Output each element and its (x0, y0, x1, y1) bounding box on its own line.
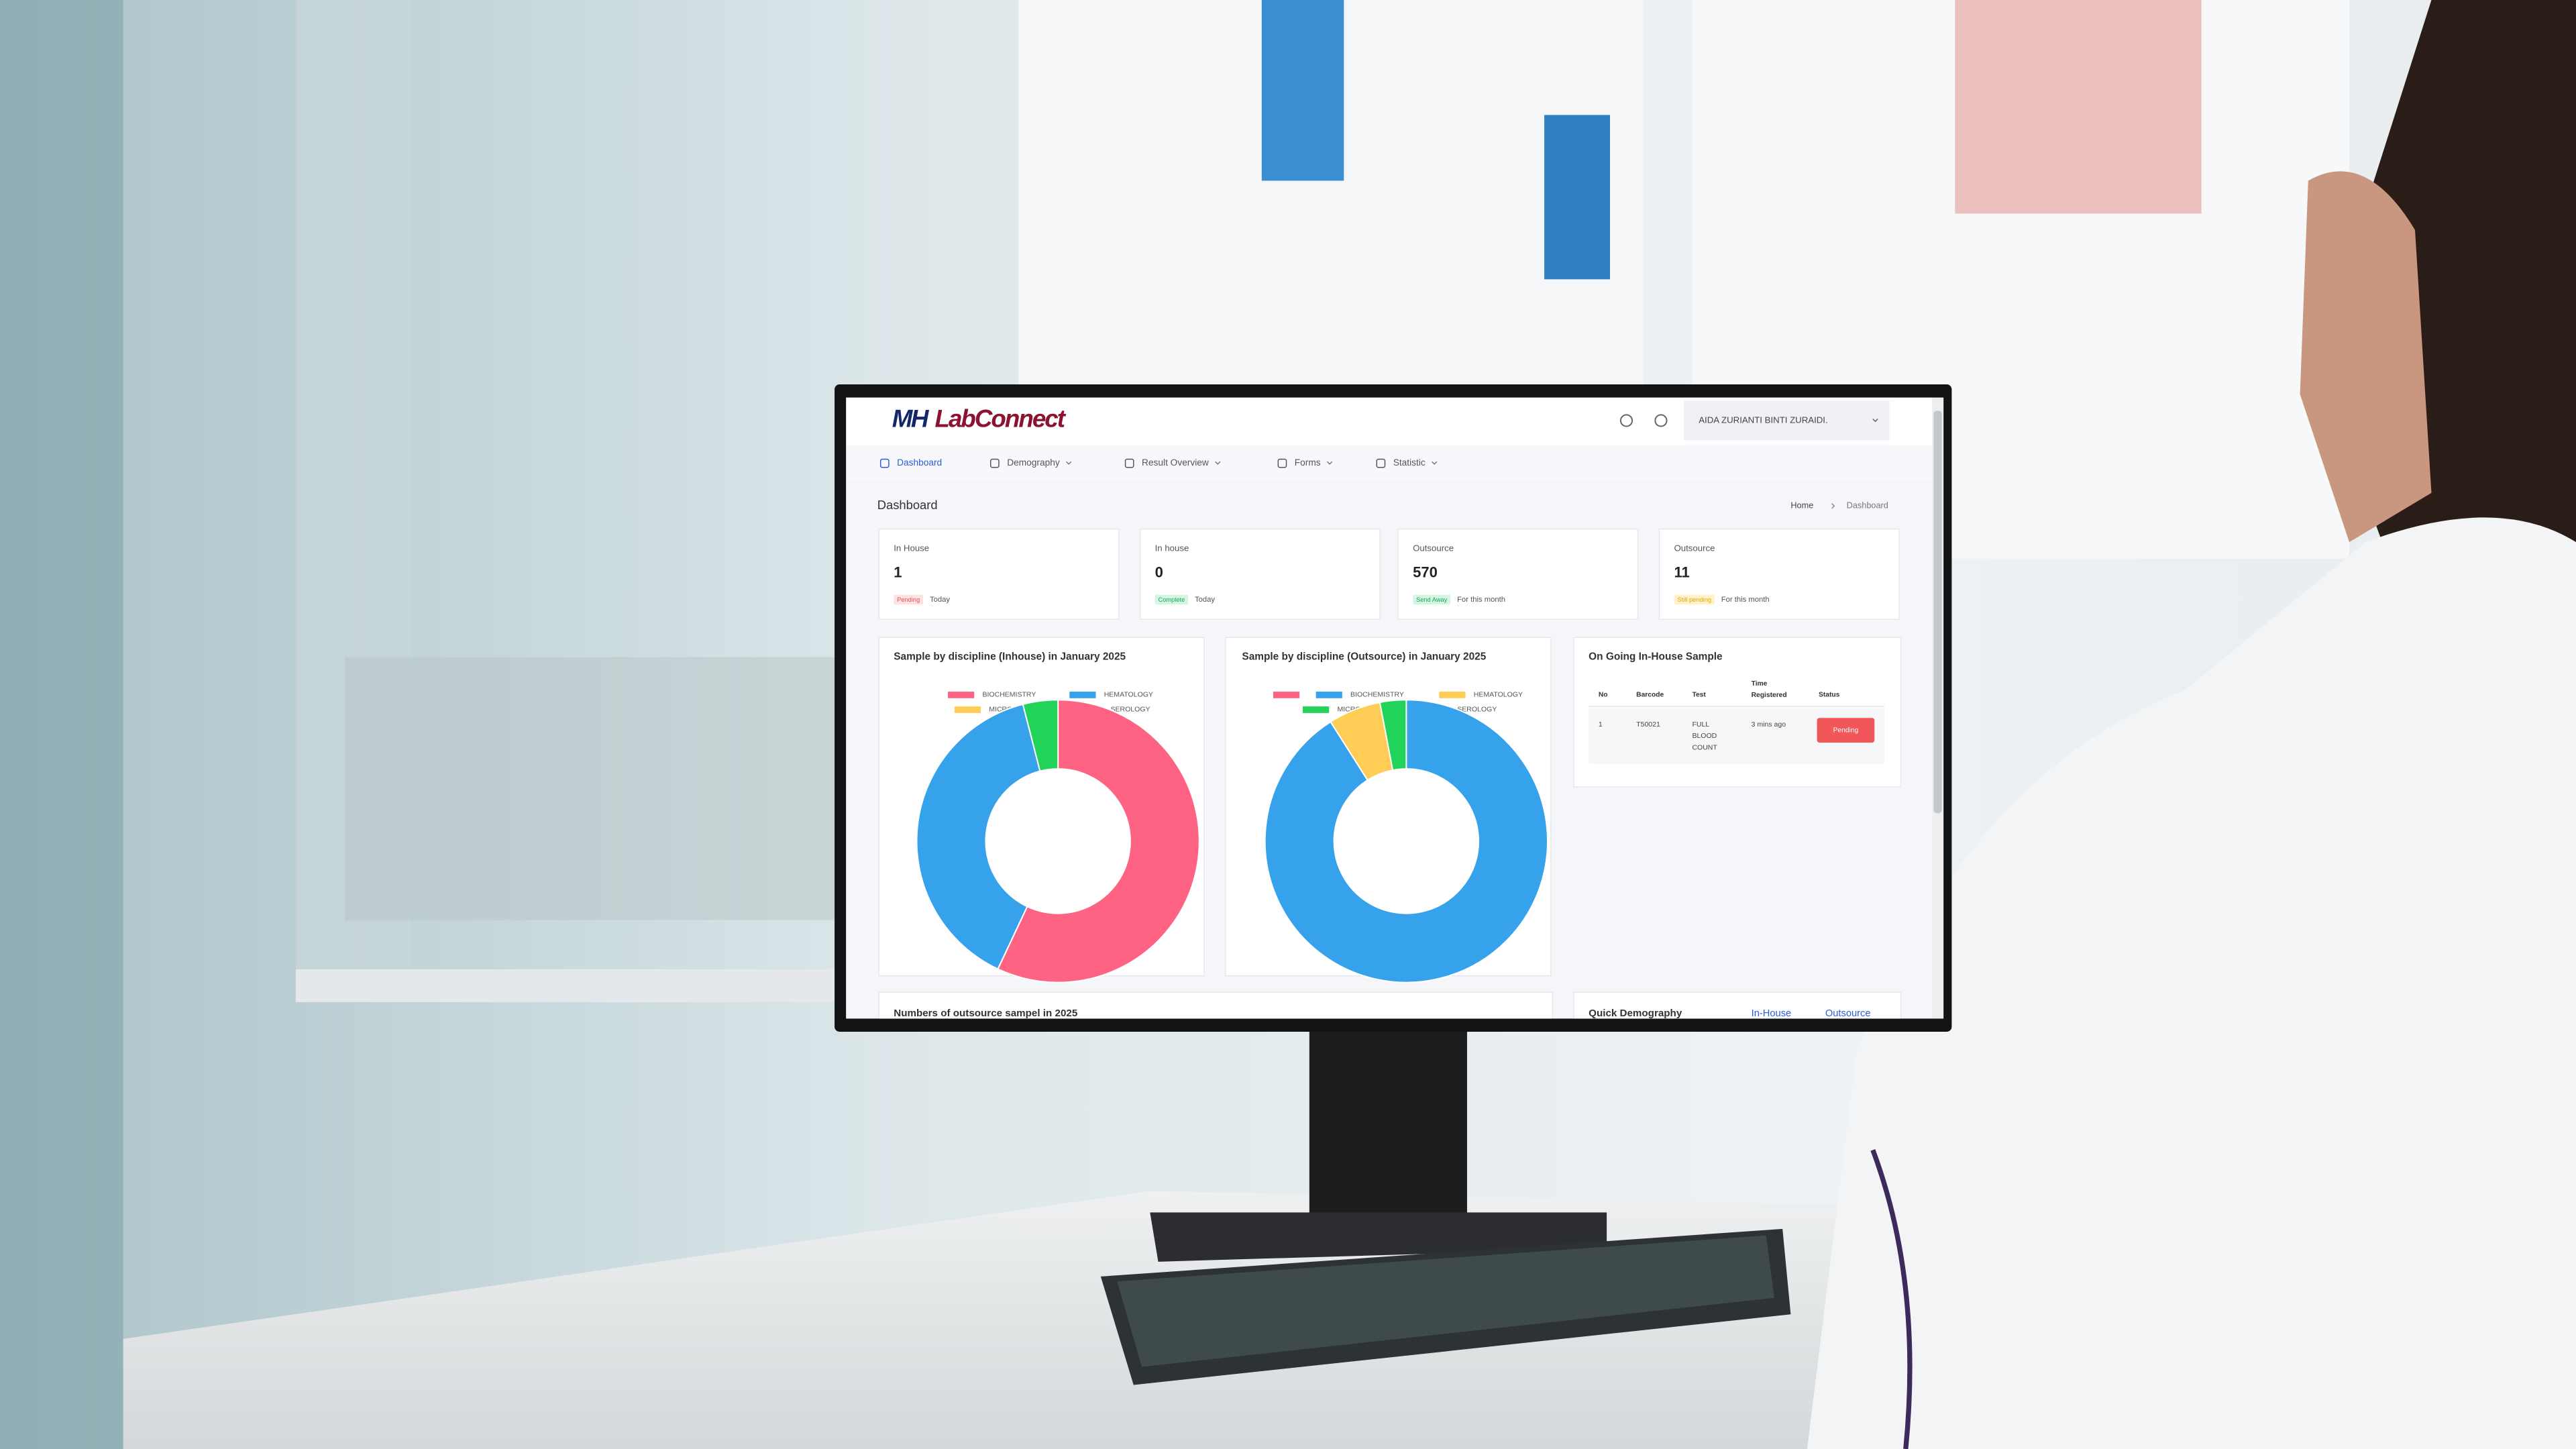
chart-title: Sample by discipline (Outsource) in Janu… (1242, 651, 1486, 663)
legend-label: BIOCHEMISTRY (982, 691, 1036, 699)
glass (0, 0, 123, 1449)
chevron (1065, 461, 1072, 465)
legend-swatch (948, 692, 975, 698)
breadcrumb-sep (1831, 503, 1835, 509)
legend-swatch (1069, 692, 1096, 698)
legend-swatch (1316, 692, 1342, 698)
nav-bar (846, 445, 1932, 480)
table-title: On Going In-House Sample (1589, 651, 1723, 663)
user-menu[interactable] (1684, 400, 1890, 441)
theme-toggle[interactable] (1619, 414, 1633, 427)
table-header: Barcode (1636, 692, 1664, 699)
nav-icon (1376, 458, 1386, 468)
chart-title: Sample by discipline (Inhouse) in Januar… (894, 651, 1126, 663)
user-name[interactable]: AIDA ZURIANTI BINTI ZURAIDI. (1699, 415, 1827, 425)
status-text[interactable]: Pending (1833, 727, 1859, 734)
panel (878, 991, 1554, 1019)
panel (1573, 991, 1902, 1019)
table-bg (295, 969, 838, 1002)
tray (345, 657, 838, 920)
scroll-thumb[interactable] (1933, 411, 1942, 814)
nav-item[interactable]: Dashboard (897, 458, 942, 468)
monitor-stand (1309, 1028, 1467, 1216)
chevron (1215, 461, 1221, 465)
card-period: Today (930, 596, 950, 604)
table-cell: 3 mins ago (1752, 720, 1786, 729)
legend-label: HEMATOLOGY (1104, 691, 1153, 699)
table-cell: 1 (1599, 720, 1603, 729)
panel-title: Quick Demography (1589, 1008, 1682, 1019)
legend-label: SEROLOGY (1457, 706, 1497, 714)
donut-segment (916, 703, 1041, 970)
legend-swatch (1439, 692, 1466, 698)
keys (1117, 1235, 1774, 1367)
badge (1155, 594, 1189, 605)
card-label: In house (1155, 543, 1189, 553)
donut-segment (1022, 699, 1059, 772)
table-header: Test (1692, 692, 1706, 699)
panel-title: Numbers of outsource sampel in 2025 (894, 1008, 1078, 1019)
donut-segment (1379, 699, 1407, 771)
nav-item[interactable]: Statistic (1393, 458, 1426, 468)
card-period: Today (1195, 596, 1215, 604)
legend-label: SEROLOGY (1111, 706, 1150, 714)
nav-icon (990, 458, 1000, 468)
legend-label: HEMATOLOGY (1474, 691, 1523, 699)
nav-item[interactable]: Forms (1295, 458, 1321, 468)
card-period: For this month (1721, 596, 1770, 604)
badge (1674, 594, 1715, 605)
badge (894, 594, 924, 605)
logo-mh: MH (892, 405, 930, 433)
binder (1261, 0, 1344, 181)
chevron (1326, 461, 1333, 465)
table-cell: FULL BLOOD COUNT (1692, 720, 1717, 751)
tab[interactable]: In-House (1752, 1008, 1792, 1019)
tab[interactable]: Outsource (1825, 1008, 1871, 1019)
legend-swatch (954, 706, 981, 713)
legend-swatch (1273, 692, 1300, 698)
nav-item[interactable]: Demography (1007, 458, 1060, 468)
chevron (1872, 418, 1878, 423)
badge-text: Pending (897, 596, 920, 603)
table-header: No (1599, 692, 1608, 699)
card-value: 11 (1674, 564, 1690, 581)
card-value: 0 (1155, 564, 1163, 581)
card-label: Outsource (1674, 543, 1715, 553)
nav-icon (1277, 458, 1287, 468)
donut-segment (997, 699, 1200, 983)
poster (1955, 0, 2202, 214)
breadcrumb: Dashboard (1847, 500, 1888, 511)
chevron (1431, 461, 1438, 465)
card-label: Outsource (1413, 543, 1454, 553)
nav-item[interactable]: Result Overview (1142, 458, 1209, 468)
legend-label: BIOCHEMISTRY (1350, 691, 1404, 699)
nav-icon (1124, 458, 1134, 468)
legend-swatch (1303, 706, 1330, 713)
badge-text: Complete (1159, 596, 1185, 603)
face (2300, 171, 2432, 543)
badge-text: Still pending (1677, 596, 1711, 603)
page-title: Dashboard (877, 498, 938, 512)
card-value: 1 (894, 564, 902, 581)
bottle (1544, 115, 1610, 280)
logo-text: LabConnect (934, 405, 1066, 433)
coat-trim (1870, 1148, 1913, 1449)
table-cell: T50021 (1636, 720, 1660, 729)
coat (1807, 517, 2576, 1449)
card-period: For this month (1457, 596, 1505, 604)
settings[interactable] (1654, 414, 1668, 427)
breadcrumb[interactable]: Home (1790, 500, 1813, 511)
card-label: In House (894, 543, 929, 553)
table-header: Status (1819, 692, 1840, 699)
badge-text: Send Away (1416, 596, 1448, 603)
table-header: Time Registered (1752, 680, 1787, 698)
dashboard: MH LabConnect AIDA ZURIANTI BINTI ZURAID… (846, 397, 1944, 1019)
nav-icon (879, 458, 890, 468)
badge (1413, 594, 1451, 605)
donut-segment (1264, 699, 1548, 983)
card-value: 570 (1413, 564, 1438, 581)
status-button[interactable] (1817, 718, 1875, 743)
